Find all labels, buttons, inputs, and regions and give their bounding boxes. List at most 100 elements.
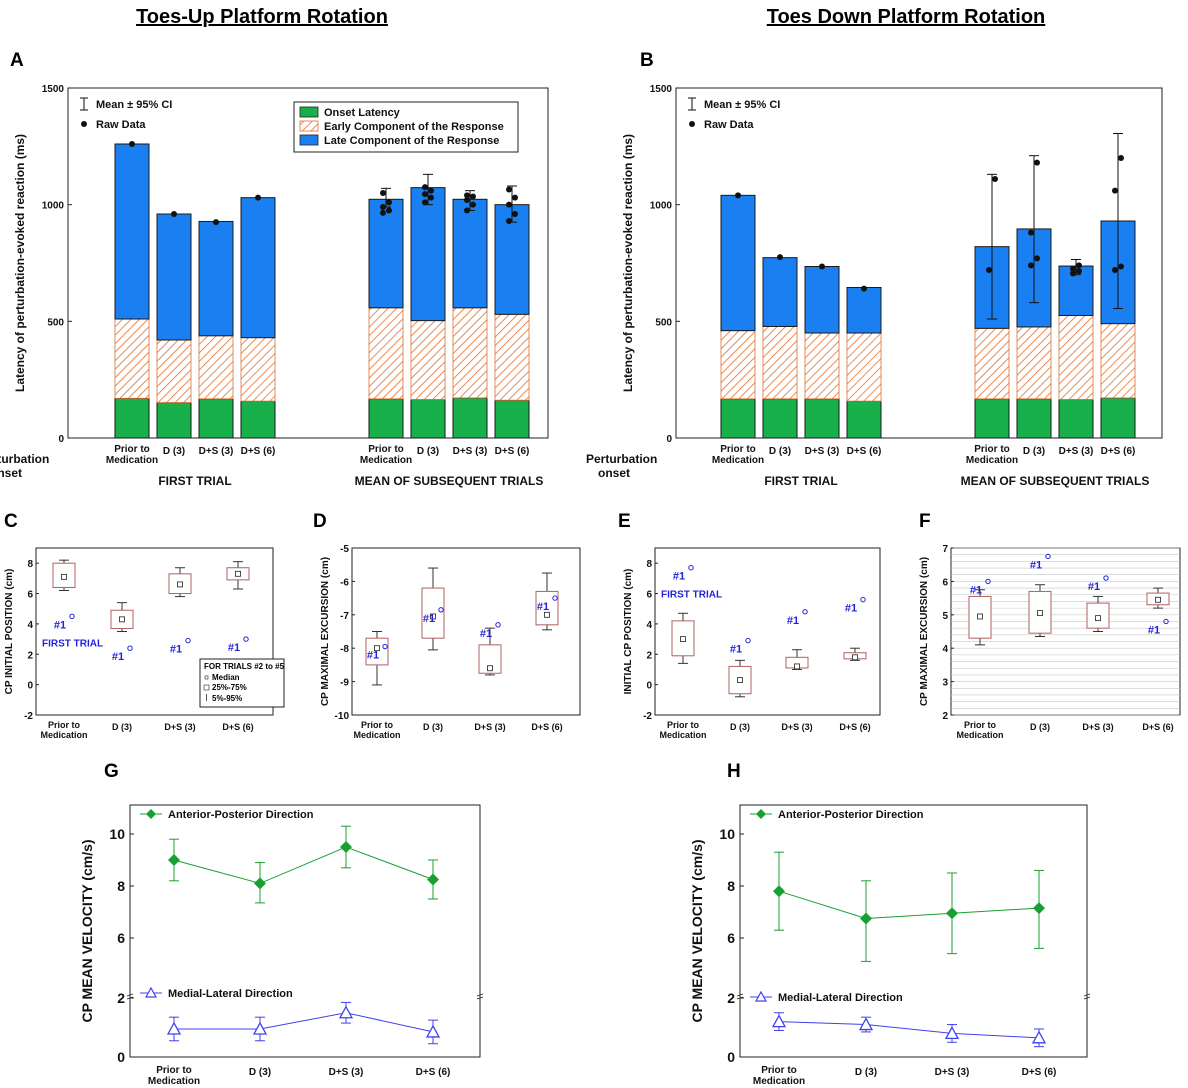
first-trial-point xyxy=(243,636,249,642)
bar-late xyxy=(762,257,798,327)
raw-data-point xyxy=(255,194,261,201)
raw-data-point xyxy=(861,285,867,292)
ap-data-point xyxy=(773,885,785,898)
y-tick-label: 2 xyxy=(942,711,948,722)
x-tick-label: D+S (3) xyxy=(805,446,840,457)
panel-a-chart: 0 500 1000 1500 Latency of perturbation-evok… xyxy=(0,84,549,488)
raw-data-point xyxy=(171,211,177,217)
x-tick-label: Prior to Medication xyxy=(360,444,412,466)
first-trial-point xyxy=(1103,575,1109,581)
raw-data-point xyxy=(380,190,386,196)
ap-series-line xyxy=(173,846,434,884)
y-tick-label: 8 xyxy=(727,878,735,894)
raw-data-point xyxy=(506,186,512,193)
legend-swatch xyxy=(299,134,319,146)
x-tick-label: Prior to Medication xyxy=(956,720,1003,740)
box-iqr xyxy=(535,590,559,626)
panel-letter-g: G xyxy=(104,761,119,782)
raw-data-point xyxy=(512,211,518,217)
x-tick-label: D (3) xyxy=(417,446,439,457)
box-legend-iqr: 25%-75% xyxy=(212,683,247,692)
y-tick-label: 4 xyxy=(942,644,948,655)
y-tick-label: 6 xyxy=(117,930,125,946)
panel-b-chart: 0 500 1000 1500 Latency of perturbation-evok… xyxy=(586,84,1163,488)
bar-onset xyxy=(974,398,1010,439)
box-legend-range: 5%-95% xyxy=(212,694,242,703)
y-tick-label: 1000 xyxy=(42,201,65,212)
y-tick-label: 4 xyxy=(646,620,652,631)
y-tick-label: 0 xyxy=(727,1049,735,1065)
raw-data-point xyxy=(386,207,392,214)
raw-data-point xyxy=(422,184,428,191)
first-trial-marker: #1 xyxy=(845,603,857,615)
raw-data-point xyxy=(464,192,470,199)
bar-late xyxy=(368,198,404,309)
x-tick-label: D (3) xyxy=(730,722,750,732)
first-trial-marker: #1 xyxy=(787,615,799,627)
legend-item-label: Onset Latency xyxy=(324,107,401,119)
panel-letter-a: A xyxy=(10,50,24,71)
y-tick-label: -6 xyxy=(340,577,349,588)
bar-onset xyxy=(368,398,404,439)
bar-onset xyxy=(114,397,150,439)
legend-swatch xyxy=(299,120,319,132)
bar-onset xyxy=(452,397,488,439)
bar-late xyxy=(494,204,530,315)
bar-early xyxy=(114,318,150,399)
first-trial-marker: #1 xyxy=(1148,624,1160,636)
axis-break xyxy=(126,993,134,997)
raw-data-point xyxy=(422,191,428,198)
axis-break xyxy=(1083,996,1091,1000)
raw-data-point xyxy=(986,267,992,273)
raw-data-point xyxy=(1028,262,1034,269)
bar-early xyxy=(846,332,882,402)
ml-series-line xyxy=(174,1012,434,1033)
y-tick-label: 8 xyxy=(117,878,125,894)
x-tick-label: D+S (3) xyxy=(329,1067,364,1078)
y-axis-label: CP MEAN VELOCITY (cm/s) xyxy=(689,839,705,1022)
x-tick-label: D (3) xyxy=(423,722,443,732)
y-tick-label: 8 xyxy=(646,559,652,570)
legend-raw-label: Raw Data xyxy=(96,119,146,131)
ml-series-line xyxy=(778,1021,1040,1039)
y-tick-label: 500 xyxy=(47,317,64,328)
x-tick-label: D+S (6) xyxy=(1142,722,1173,732)
bar-onset xyxy=(762,398,798,439)
axis-break xyxy=(1083,993,1091,997)
legend-raw-icon xyxy=(689,121,695,127)
panel-g-chart: 0 2 6 8 10 CP MEAN VELOCITY (cm/s) Anterior-Po… xyxy=(79,804,484,1087)
bar-onset xyxy=(1016,398,1052,439)
box-median xyxy=(177,581,183,588)
ap-data-point xyxy=(168,854,180,866)
box-median xyxy=(235,570,241,577)
y-axis-label: INITIAL CP POSITION (cm) xyxy=(623,569,634,695)
plot-frame xyxy=(675,87,1163,439)
y-axis-label: CP MAXIMAL EXCURSION (cm) xyxy=(320,557,331,706)
panel-f-chart: 2 3 4 5 6 7 CP MAXIMAL EXCURSION (cm) #1 Prior t… xyxy=(919,544,1181,740)
raw-data-point xyxy=(506,218,512,224)
panel-letter-e: E xyxy=(618,511,631,532)
ml-data-point xyxy=(252,1021,268,1035)
group-label-mean-subsequent: MEAN OF SUBSEQUENT TRIALS xyxy=(355,474,544,488)
raw-data-point xyxy=(819,263,825,270)
legend-ml-icon xyxy=(144,986,158,998)
y-tick-label: 8 xyxy=(27,559,33,570)
x-tick-label: D+S (6) xyxy=(495,446,530,457)
first-trial-marker: #1 xyxy=(673,571,685,583)
legend-ap-label: Anterior-Posterior Direction xyxy=(778,809,924,821)
x-tick-label: D+S (3) xyxy=(453,446,488,457)
raw-data-point xyxy=(1070,265,1076,272)
panel-h-chart: 0 2 6 8 10 CP MEAN VELOCITY (cm/s) Anterior-Po… xyxy=(689,804,1091,1087)
ap-data-point xyxy=(1033,902,1045,915)
box-median xyxy=(852,654,858,661)
panel-letter-b: B xyxy=(640,50,654,71)
box-median xyxy=(737,677,743,683)
bar-late xyxy=(114,143,150,320)
x-tick-label: D (3) xyxy=(112,722,132,732)
raw-data-point xyxy=(1028,229,1034,236)
raw-data-point xyxy=(1112,187,1118,194)
axis-break xyxy=(736,993,744,997)
y-tick-label: 1500 xyxy=(650,84,673,95)
first-trial-marker: #1 xyxy=(423,613,435,625)
left-header: Toes-Up Platform Rotation xyxy=(136,6,388,28)
